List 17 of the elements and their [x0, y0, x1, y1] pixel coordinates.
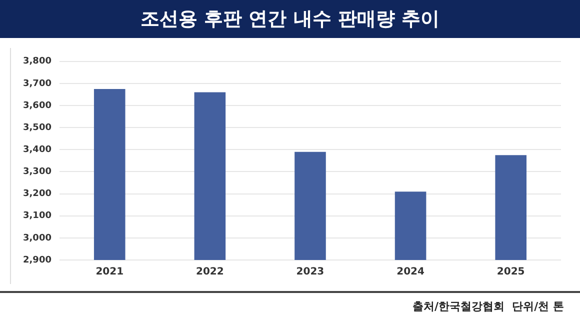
x-tick-label: 2022	[196, 266, 224, 278]
chart-title: 조선용 후판 연간 내수 판매량 추이	[0, 0, 580, 38]
y-tick-label: 3,100	[23, 211, 52, 222]
y-tick-label: 3,200	[23, 189, 52, 200]
y-tick-label: 2,900	[23, 255, 52, 266]
x-tick-label: 2024	[396, 266, 424, 278]
x-tick-label: 2025	[496, 266, 525, 278]
y-tick-label: 3,600	[23, 100, 52, 111]
y-tick-label: 3,500	[23, 122, 52, 133]
y-tick-label: 3,400	[23, 145, 52, 156]
source-note: 출처/한국철강협회 단위/천 톤	[412, 299, 564, 314]
y-tick-label: 3,800	[23, 56, 52, 67]
x-tick-label: 2021	[96, 266, 124, 278]
y-tick-label: 3,000	[23, 233, 52, 244]
x-tick-label: 2023	[296, 266, 324, 278]
y-tick-label: 3,700	[23, 78, 52, 89]
y-tick-label: 3,300	[23, 167, 52, 178]
